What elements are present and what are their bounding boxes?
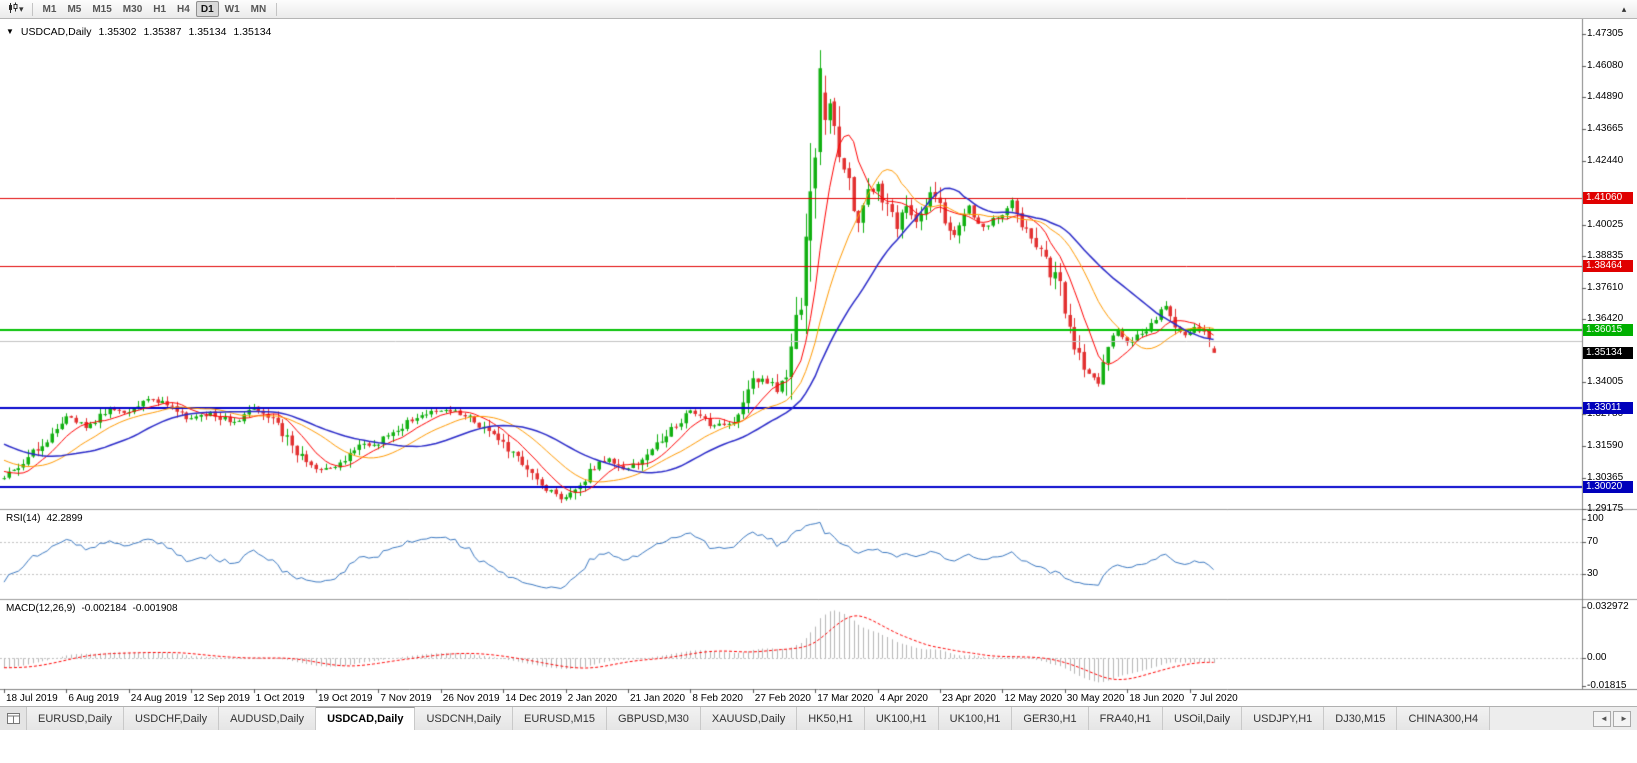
chart-tab-usdjpy-h1[interactable]: USDJPY,H1 bbox=[1242, 707, 1325, 730]
chart-window: ▼ USDCAD,Daily 1.35302 1.35387 1.35134 1… bbox=[0, 19, 1637, 706]
timeframe-button-m30[interactable]: M30 bbox=[118, 1, 147, 17]
chart-tab-bar: EURUSD,Daily USDCHF,Daily AUDUSD,Daily USDC… bbox=[0, 706, 1637, 730]
timeframe-button-m15[interactable]: M15 bbox=[87, 1, 116, 17]
toolbar-collapse-button[interactable]: ▴ bbox=[1615, 1, 1633, 17]
low-value: 1.35134 bbox=[188, 26, 227, 38]
ohlc-info-line: ▼ USDCAD,Daily 1.35302 1.35387 1.35134 1… bbox=[6, 26, 271, 38]
chart-tab-audusd-daily[interactable]: AUDUSD,Daily bbox=[219, 707, 317, 730]
rsi-title: RSI(14) bbox=[6, 513, 41, 524]
charts-list-icon[interactable] bbox=[0, 707, 27, 730]
chart-tab-eurusd-daily[interactable]: EURUSD,Daily bbox=[27, 707, 124, 730]
timeframe-button-w1[interactable]: W1 bbox=[220, 1, 245, 17]
toolbar-separator bbox=[276, 2, 278, 16]
chart-tabs: EURUSD,Daily USDCHF,Daily AUDUSD,Daily USDC… bbox=[27, 707, 1491, 730]
chart-tab-uk100-h1[interactable]: UK100,H1 bbox=[938, 707, 1013, 730]
timeframe-button-mn[interactable]: MN bbox=[246, 1, 272, 17]
tab-scroll-controls: ◄ ► bbox=[1587, 707, 1637, 730]
macd-main-value: -0.002184 bbox=[81, 603, 127, 614]
rsi-indicator-label: RSI(14) 42.2899 bbox=[6, 513, 83, 524]
close-value: 1.35134 bbox=[233, 26, 272, 38]
chart-tab-hk50-h1[interactable]: HK50,H1 bbox=[797, 707, 865, 730]
timeframe-toolbar: ▾ M1 M5 M15 M30 H1 H4 D1 W1 MN ▴ bbox=[0, 0, 1637, 19]
toolbar-separator bbox=[31, 2, 33, 16]
chart-tab-dj30-m15[interactable]: DJ30,M15 bbox=[1324, 707, 1398, 730]
chart-tab-xauusd-daily[interactable]: XAUUSD,Daily bbox=[700, 707, 798, 730]
timeframe-button-m1[interactable]: M1 bbox=[38, 1, 62, 17]
chart-tab-fra40-h1[interactable]: FRA40,H1 bbox=[1088, 707, 1163, 730]
timeframe-button-m5[interactable]: M5 bbox=[62, 1, 86, 17]
tab-scroll-left-button[interactable]: ◄ bbox=[1593, 710, 1611, 727]
one-click-trading-arrow[interactable]: ▼ bbox=[6, 27, 14, 36]
chart-tab-ger30-h1[interactable]: GER30,H1 bbox=[1012, 707, 1089, 730]
chart-tab-china300-h4[interactable]: CHINA300,H4 bbox=[1397, 707, 1491, 730]
chart-tab-uk100-h1[interactable]: UK100,H1 bbox=[864, 707, 939, 730]
open-value: 1.35302 bbox=[98, 26, 137, 38]
timeframe-button-h4[interactable]: H4 bbox=[172, 1, 195, 17]
chart-tab-usdcnh-daily[interactable]: USDCNH,Daily bbox=[415, 707, 514, 730]
tab-scroll-right-button[interactable]: ► bbox=[1613, 710, 1631, 727]
bottom-strip bbox=[0, 730, 1637, 763]
chart-type-button[interactable]: ▾ bbox=[4, 1, 27, 17]
timeframe-group: M1 M5 M15 M30 H1 H4 D1 W1 MN bbox=[38, 1, 272, 17]
chart-tab-usoil-daily[interactable]: USOil,Daily bbox=[1162, 707, 1243, 730]
price-chart-canvas[interactable] bbox=[0, 19, 1637, 706]
candlestick-chart-icon bbox=[7, 2, 19, 16]
chart-tab-usdchf-daily[interactable]: USDCHF,Daily bbox=[123, 707, 220, 730]
high-value: 1.35387 bbox=[143, 26, 182, 38]
chart-tab-eurusd-m15[interactable]: EURUSD,M15 bbox=[513, 707, 607, 730]
chart-tab-gbpusd-m30[interactable]: GBPUSD,M30 bbox=[606, 707, 701, 730]
rsi-value: 42.2899 bbox=[46, 513, 83, 524]
chevron-down-icon: ▾ bbox=[19, 3, 24, 14]
macd-signal-value: -0.001908 bbox=[132, 603, 178, 614]
timeframe-button-d1[interactable]: D1 bbox=[195, 1, 219, 17]
macd-title: MACD(12,26,9) bbox=[6, 603, 76, 614]
timeframe-button-h1[interactable]: H1 bbox=[148, 1, 171, 17]
chart-symbol-label: USDCAD,Daily bbox=[20, 26, 92, 38]
macd-indicator-label: MACD(12,26,9) -0.002184 -0.001908 bbox=[6, 603, 178, 614]
chart-tab-usdcad-daily[interactable]: USDCAD,Daily bbox=[316, 707, 416, 730]
